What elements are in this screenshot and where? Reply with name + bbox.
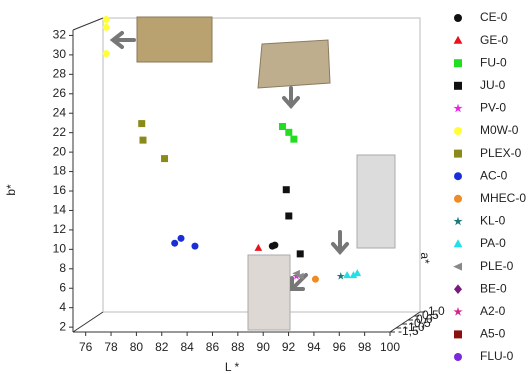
photo — [357, 155, 395, 248]
point — [279, 123, 286, 130]
point — [139, 137, 146, 144]
y-axis-title: b* — [4, 184, 18, 196]
legend-marker — [454, 82, 462, 90]
photo — [248, 255, 290, 330]
legend-label: PA-0 — [480, 236, 506, 250]
arrow — [284, 88, 298, 106]
x-tick-label: 98 — [358, 340, 372, 354]
photos — [113, 17, 395, 330]
legend-label: PLE-0 — [480, 259, 514, 273]
x-tick-label: 78 — [104, 340, 118, 354]
top-edge — [73, 18, 103, 30]
point — [312, 276, 319, 283]
legend-label: A2-0 — [480, 304, 506, 318]
z-axis-title: a* — [418, 252, 432, 264]
point — [178, 235, 185, 242]
legend-label: KL-0 — [480, 214, 506, 228]
floor-edge — [73, 312, 103, 332]
y-tick-label: 20 — [53, 144, 67, 158]
legend-label: PLEX-0 — [480, 146, 522, 160]
x-tick-label: 86 — [206, 340, 220, 354]
y-tick-label: 22 — [53, 125, 67, 139]
legend-marker — [453, 104, 462, 113]
y-tick-label: 14 — [53, 203, 67, 217]
x-tick-label: 84 — [180, 340, 194, 354]
legend-marker — [454, 284, 462, 294]
point — [343, 271, 351, 278]
legend-label: A5-0 — [480, 327, 506, 341]
legend-marker — [454, 150, 462, 158]
photo — [137, 17, 212, 62]
legend-marker — [454, 195, 462, 203]
point — [103, 16, 110, 23]
legend-label: M0W-0 — [480, 123, 519, 137]
legend-marker — [454, 353, 462, 361]
legend-marker — [454, 239, 463, 247]
point — [103, 50, 110, 57]
chart: b* L * a* 767880828486889092949698100246… — [0, 0, 531, 374]
y-tick-label: 10 — [53, 242, 67, 256]
y-tick-label: 4 — [59, 300, 66, 314]
x-tick-label: 94 — [307, 340, 321, 354]
y-tick-label: 18 — [53, 164, 67, 178]
y-tick-label: 24 — [53, 105, 67, 119]
legend-marker — [454, 127, 462, 135]
legend-marker — [454, 330, 462, 338]
point — [297, 250, 304, 257]
y-tick-label: 30 — [53, 47, 67, 61]
point — [271, 242, 278, 249]
y-tick-label: 16 — [53, 183, 67, 197]
arrow — [333, 232, 347, 252]
x-tick-label: 88 — [231, 340, 245, 354]
z-tick-label: -1,5 — [398, 324, 419, 338]
point — [171, 240, 178, 247]
legend-label: AC-0 — [480, 168, 508, 182]
y-tick-label: 12 — [53, 222, 67, 236]
photo — [258, 40, 330, 88]
point — [255, 244, 263, 251]
x-tick-label: 80 — [130, 340, 144, 354]
legend-marker — [454, 14, 462, 22]
legend-marker — [453, 217, 462, 226]
x-axis-title: L * — [225, 360, 240, 374]
legend-marker — [454, 36, 463, 44]
y-tick-label: 2 — [59, 319, 66, 333]
legend-marker — [453, 263, 462, 271]
legend-label: JU-0 — [480, 78, 506, 92]
x-tick-label: 76 — [79, 340, 93, 354]
arrow — [113, 33, 134, 47]
legend-marker — [454, 172, 462, 180]
point — [161, 155, 168, 162]
x-tick-label: 92 — [282, 340, 296, 354]
point — [290, 136, 297, 143]
y-tick-label: 32 — [53, 28, 67, 42]
y-tick-label: 6 — [59, 280, 66, 294]
y-tick-label: 8 — [59, 261, 66, 275]
y-tick-label: 28 — [53, 67, 67, 81]
point — [337, 272, 345, 280]
legend-label: FU-0 — [480, 55, 507, 69]
x-tick-label: 96 — [333, 340, 347, 354]
legend-marker — [453, 307, 462, 316]
y-tick-label: 26 — [53, 86, 67, 100]
x-tick-label: 82 — [155, 340, 169, 354]
x-tick-label: 100 — [380, 340, 400, 354]
legend-label: PV-0 — [480, 101, 506, 115]
point — [103, 24, 110, 31]
point — [285, 129, 292, 136]
legend-label: BE-0 — [480, 281, 507, 295]
point — [191, 243, 198, 250]
x-tick-label: 90 — [257, 340, 271, 354]
legend-label: FLU-0 — [480, 349, 514, 363]
point — [138, 120, 145, 127]
point — [353, 269, 361, 276]
legend-marker — [454, 59, 462, 67]
point — [285, 212, 292, 219]
legend-label: MHEC-0 — [480, 191, 526, 205]
point — [283, 186, 290, 193]
legend-label: CE-0 — [480, 10, 508, 24]
legend-label: GE-0 — [480, 33, 508, 47]
